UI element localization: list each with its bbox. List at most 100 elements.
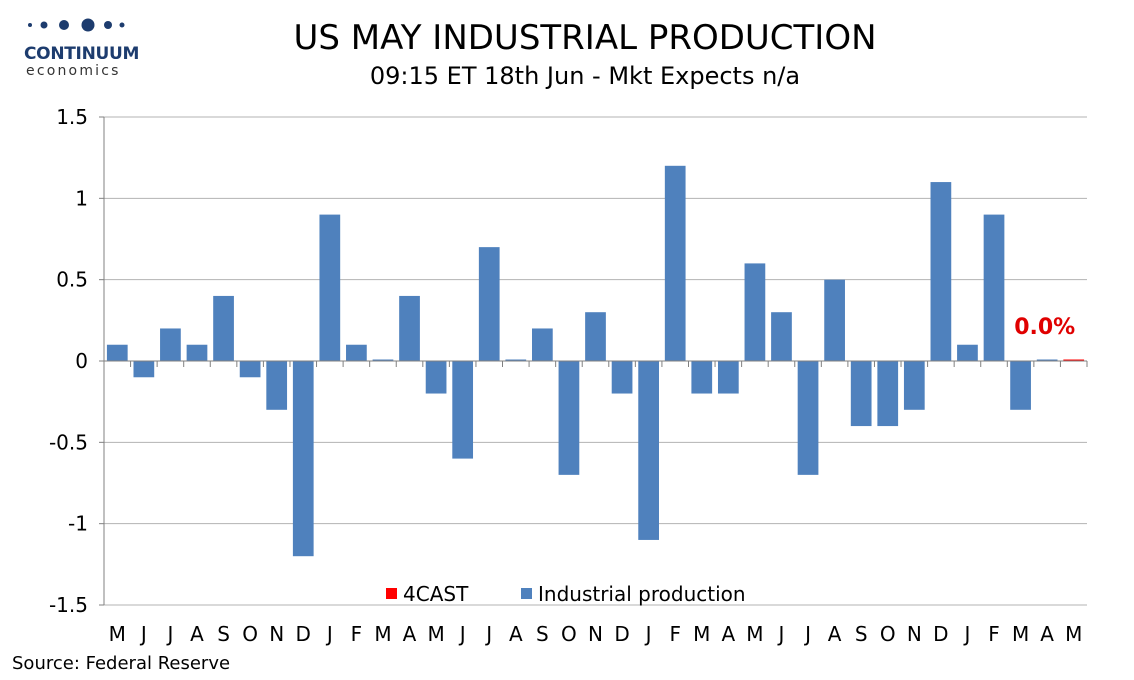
x-tick-label: O [242,622,258,646]
logo: CONTINUUM economics [10,10,139,79]
x-tick-label: A [403,622,417,646]
x-tick-label: M [1065,622,1082,646]
logo-dot [40,21,48,29]
bar [106,344,128,361]
bar [292,361,314,557]
bar [797,361,819,475]
y-tick-label: 0 [75,349,88,373]
x-tick-label: J [139,622,147,646]
logo-name: CONTINUUM [24,44,140,64]
x-tick-label: A [1040,622,1054,646]
x-tick-label: J [962,622,970,646]
bar [1010,361,1031,410]
x-tick-label: M [109,622,126,646]
bar [346,344,367,361]
x-tick-label: M [693,622,710,646]
bar [478,247,500,361]
legend-label: 4CAST [403,582,469,606]
x-tick-label: D [614,622,629,646]
x-tick-label: J [165,622,173,646]
source-note: Source: Federal Reserve [12,653,231,674]
x-tick-label: M [746,622,763,646]
bar [372,359,394,361]
logo-dot [28,23,32,27]
x-tick-label: F [669,622,681,646]
bar [266,361,288,410]
x-tick-label: J [777,622,785,646]
bar [319,214,341,361]
bar [664,165,686,361]
bars [106,165,1085,557]
x-tick-label: J [644,622,652,646]
legend: 4CAST Industrial production [386,582,746,606]
x-tick-label: M [427,622,444,646]
y-tick-label: 1.5 [56,105,88,129]
bar [133,361,155,378]
x-tick-label: A [721,622,735,646]
bar [877,361,899,427]
x-tick-label: M [1012,622,1029,646]
x-tick-label: M [374,622,391,646]
y-tick-label: 1 [75,186,88,210]
x-tick-label: F [351,622,363,646]
bar [930,182,952,361]
y-tick-label: -1 [68,512,88,536]
x-tick-label: N [588,622,603,646]
x-tick-label: S [855,622,868,646]
bar [186,344,208,361]
x-tick-label: N [269,622,284,646]
x-tick-label: F [988,622,1000,646]
bar [717,361,739,394]
bar [585,312,606,361]
x-tick-label: O [561,622,577,646]
y-tick-label: 0.5 [56,268,88,292]
forecast-annotation: 0.0% [1014,315,1075,340]
bar [824,279,845,361]
logo-dot [81,18,95,32]
bar [903,361,925,410]
bar [1036,359,1058,361]
x-tick-label: J [325,622,333,646]
bar [558,361,580,475]
x-tick-label: J [458,622,466,646]
bar [957,344,978,361]
y-tick-label: -1.5 [49,593,88,617]
x-tick-label: J [484,622,492,646]
bar [611,361,633,394]
x-tick-label: S [536,622,549,646]
logo-dot [104,21,112,29]
bar [744,263,766,361]
x-tick-label: D [933,622,948,646]
x-tick-label: A [509,622,523,646]
bar [452,361,474,459]
bar [532,328,553,361]
x-tick-label: N [907,622,922,646]
legend-swatch [521,588,532,599]
bar [691,361,713,394]
bar [160,328,181,361]
y-axis: -1.5 -1 -0.5 0 0.5 1 1.5 [49,105,105,617]
annotations: 0.0% [1014,315,1075,340]
legend-swatch [386,588,397,599]
bar [638,361,659,540]
logo-dot [119,22,125,28]
bar [399,295,420,361]
bar [505,359,527,361]
bar [850,361,872,427]
chart-subtitle: 09:15 ET 18th Jun - Mkt Expects n/a [369,62,801,90]
x-tick-label: A [190,622,204,646]
bar [213,295,234,361]
x-tick-label: D [296,622,311,646]
y-tick-label: -0.5 [49,430,88,454]
bar [771,312,792,361]
x-tick-label: S [217,622,230,646]
logo-dot [59,20,69,30]
x-tick-label: O [880,622,896,646]
bar [239,361,261,378]
logo-subtitle: economics [26,63,121,79]
chart-title: US MAY INDUSTRIAL PRODUCTION [293,18,877,58]
x-tick-label: J [803,622,811,646]
bar [983,214,1005,361]
